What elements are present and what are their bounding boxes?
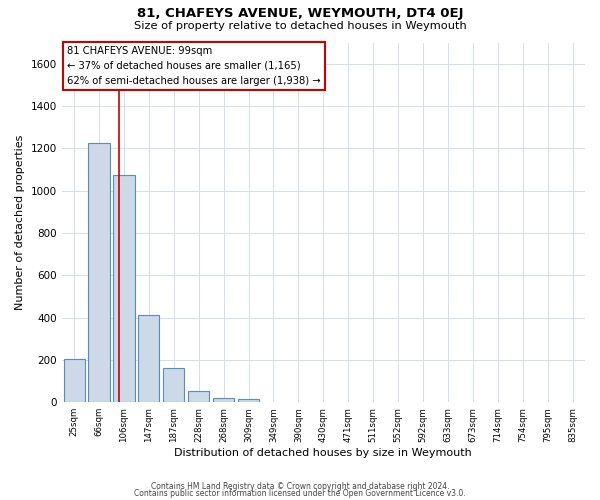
Text: Contains HM Land Registry data © Crown copyright and database right 2024.: Contains HM Land Registry data © Crown c… <box>151 482 449 491</box>
Bar <box>163 368 184 402</box>
Bar <box>88 143 110 402</box>
Bar <box>188 390 209 402</box>
Bar <box>113 174 134 402</box>
Bar <box>64 359 85 402</box>
Bar <box>238 399 259 402</box>
Bar <box>138 316 160 402</box>
Text: 81, CHAFEYS AVENUE, WEYMOUTH, DT4 0EJ: 81, CHAFEYS AVENUE, WEYMOUTH, DT4 0EJ <box>137 8 463 20</box>
X-axis label: Distribution of detached houses by size in Weymouth: Distribution of detached houses by size … <box>175 448 472 458</box>
Text: 81 CHAFEYS AVENUE: 99sqm
← 37% of detached houses are smaller (1,165)
62% of sem: 81 CHAFEYS AVENUE: 99sqm ← 37% of detach… <box>67 46 320 86</box>
Bar <box>213 398 234 402</box>
Text: Contains public sector information licensed under the Open Government Licence v3: Contains public sector information licen… <box>134 489 466 498</box>
Text: Size of property relative to detached houses in Weymouth: Size of property relative to detached ho… <box>134 21 466 31</box>
Y-axis label: Number of detached properties: Number of detached properties <box>15 134 25 310</box>
